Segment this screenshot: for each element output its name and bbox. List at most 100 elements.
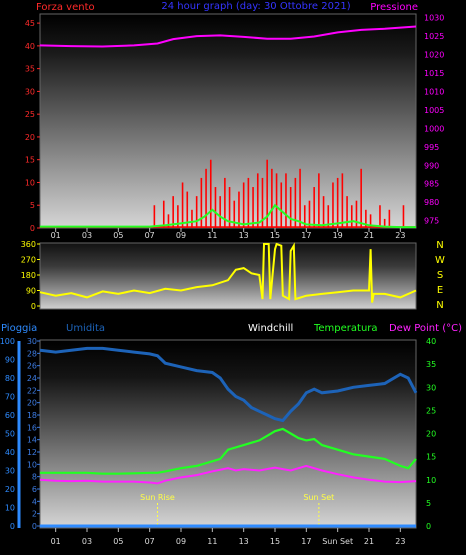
temperature-line (40, 427, 417, 475)
wind-y-tick-label: 0 (30, 224, 35, 233)
x-tick-label: 05 (113, 231, 123, 240)
rain-humidity-temp-plot-area (39, 339, 417, 529)
pressure-y-tick-label: 985 (424, 180, 439, 189)
pressure-y-tick-label: 1025 (424, 32, 444, 41)
direction-y-axis: 0 90 180 270 360 (21, 240, 40, 311)
x-tick-label: 07 (145, 537, 155, 546)
compass-label: E (437, 285, 443, 296)
temperature-y-tick-label: 10 (426, 476, 436, 485)
rain-y-tick-label: 100 (0, 337, 15, 346)
humidity-y-tick-label: 6 (32, 485, 37, 494)
x-tick-label: 03 (82, 231, 92, 240)
temperature-x-axis: 01 03 05 07 09 11 13 15 17 Sun Set 21 23 (51, 528, 405, 546)
humidity-line (39, 346, 418, 423)
humidity-y-tick-label: 12 (27, 448, 37, 457)
humidity-y-tick-label: 20 (27, 399, 37, 408)
x-tick-label: 03 (82, 537, 92, 546)
pressure-y-tick-label: 1005 (424, 106, 444, 115)
x-tick-label: 13 (239, 537, 249, 546)
dew-point-line (39, 464, 417, 485)
temperature-y-axis: 0 5 10 15 20 25 30 35 40 (426, 337, 436, 531)
humidity-y-tick-label: 24 (27, 374, 37, 383)
x-tick-label: 15 (270, 231, 280, 240)
temperature-y-tick-label: 25 (426, 406, 436, 415)
humidity-y-tick-label: 8 (32, 473, 37, 482)
temperature-label: Temperatura (313, 323, 378, 334)
wind-pressure-series (39, 25, 417, 229)
pressure-y-tick-label: 1000 (424, 124, 444, 133)
compass-label: W (435, 255, 445, 266)
pressure-y-tick-label: 990 (424, 161, 439, 170)
wind-y-tick-label: 20 (25, 133, 35, 142)
temperature-y-tick-label: 20 (426, 430, 436, 439)
rain-y-tick-label: 20 (5, 485, 15, 494)
temperature-y-tick-label: 40 (426, 337, 436, 346)
wind-y-tick-label: 30 (25, 87, 35, 96)
rain-label: Pioggia (1, 323, 37, 334)
rain-y-tick-label: 10 (5, 504, 15, 513)
wind-y-tick-label: 40 (25, 42, 35, 51)
compass-label: N (436, 300, 443, 311)
humidity-label: Umidita (66, 323, 105, 334)
pressure-line (39, 25, 417, 48)
direction-y-tick-label: 360 (21, 240, 36, 249)
chart-title: 24 hour graph (day: 30 Ottobre 2021) (161, 1, 350, 12)
x-tick-label: 19 (333, 231, 343, 240)
rain-y-tick-label: 60 (5, 411, 15, 420)
pressure-y-axis: 975 980 985 990 995 1000 1005 1010 1015 1020 1025 1… (424, 14, 444, 226)
x-tick-label: Sun Set (322, 537, 353, 546)
humidity-y-tick-label: 4 (32, 497, 37, 506)
wind-pressure-panel: Forza vento 24 hour graph (day: 30 Ottob… (25, 1, 445, 240)
temperature-y-tick-label: 5 (426, 499, 431, 508)
humidity-y-tick-label: 30 (27, 337, 37, 346)
rain-y-axis: 0 10 20 30 40 50 60 70 80 90 100 (0, 337, 21, 531)
rain-y-tick-label: 0 (10, 522, 15, 531)
rain-humidity-temp-series: Sun Rise Sun Set (39, 346, 418, 528)
sun-set-label: Sun Set (303, 493, 334, 502)
wind-speed-line (40, 203, 416, 229)
x-tick-label: 09 (176, 537, 186, 546)
pressure-y-tick-label: 975 (424, 217, 439, 226)
x-tick-label: 11 (207, 537, 217, 546)
direction-y-tick-label: 270 (21, 256, 36, 265)
rain-y-tick-label: 70 (5, 393, 15, 402)
pressure-y-tick-label: 1010 (424, 87, 444, 96)
rain-y-tick-label: 40 (5, 448, 15, 457)
temperature-y-tick-label: 35 (426, 360, 436, 369)
temperature-y-tick-label: 0 (426, 522, 431, 531)
wind-y-axis: 0 5 10 15 20 25 30 35 40 45 (25, 19, 40, 233)
direction-y-tick-label: 0 (31, 302, 36, 311)
rain-humidity-temp-panel: Pioggia Umidita Windchill Temperatura De… (0, 323, 462, 546)
pressure-y-tick-label: 995 (424, 143, 439, 152)
x-tick-label: 09 (176, 231, 186, 240)
humidity-y-tick-label: 14 (27, 436, 37, 445)
wind-y-tick-label: 5 (30, 201, 35, 210)
x-tick-label: 21 (364, 537, 374, 546)
wind-y-tick-label: 35 (25, 65, 35, 74)
wind-force-label: Forza vento (36, 2, 95, 13)
x-tick-label: 23 (395, 537, 405, 546)
wind-y-tick-label: 25 (25, 110, 35, 119)
x-tick-label: 13 (239, 231, 249, 240)
x-tick-label: 07 (145, 231, 155, 240)
x-tick-label: 11 (207, 231, 217, 240)
x-tick-label: 01 (51, 231, 61, 240)
wind-direction-plot-area (39, 242, 417, 310)
humidity-y-tick-label: 0 (32, 522, 37, 531)
wind-y-tick-label: 15 (25, 156, 35, 165)
humidity-y-tick-label: 22 (27, 386, 37, 395)
rain-y-tick-label: 80 (5, 374, 15, 383)
x-tick-label: 15 (270, 537, 280, 546)
windchill-label: Windchill (248, 323, 293, 334)
rain-y-tick-label: 50 (5, 430, 15, 439)
wind-pressure-plot-area (39, 13, 417, 229)
x-tick-label: 05 (113, 537, 123, 546)
wind-direction-series (39, 242, 417, 303)
humidity-y-tick-label: 26 (27, 362, 37, 371)
dew-point-label: Dew Point (°C) (389, 323, 462, 334)
temperature-y-tick-label: 15 (426, 453, 436, 462)
